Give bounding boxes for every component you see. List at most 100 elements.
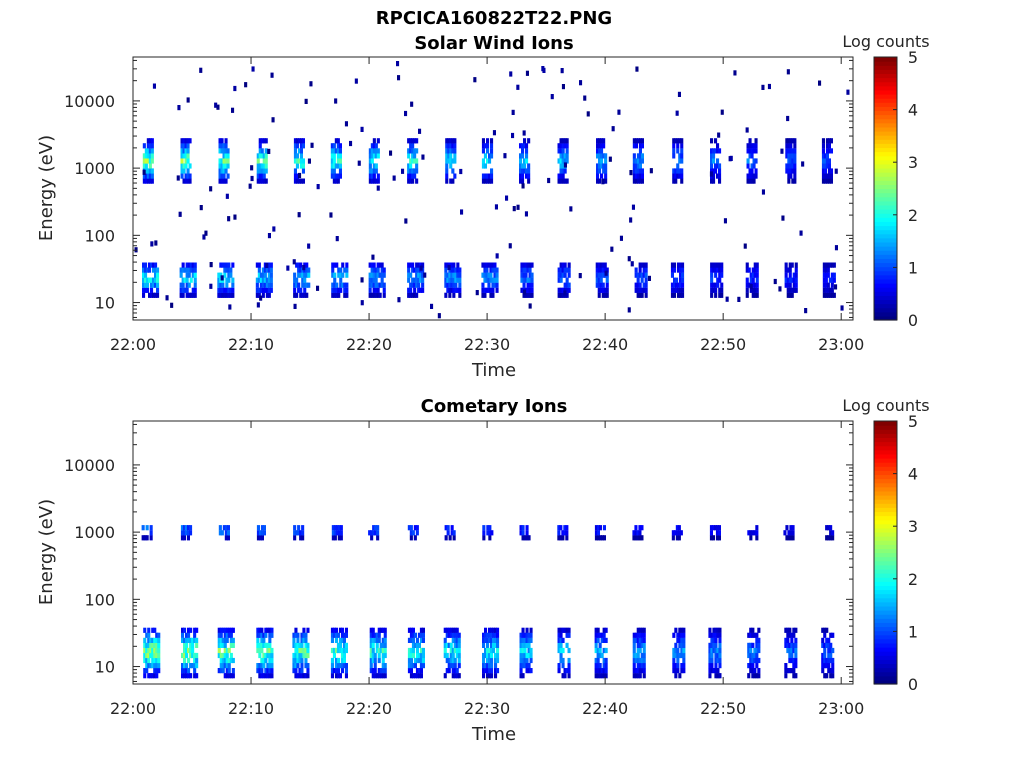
heatmap-cell <box>672 657 676 664</box>
heatmap-cell <box>265 267 269 273</box>
heatmap-cell <box>561 535 565 541</box>
heatmap-cell <box>142 277 146 283</box>
heatmap-cell <box>459 168 463 175</box>
heatmap-cell <box>217 637 221 643</box>
heatmap-cell <box>186 148 190 154</box>
heatmap-cell <box>638 143 642 149</box>
heatmap-cell <box>180 168 184 174</box>
heatmap-cell <box>259 282 263 288</box>
heatmap-cell <box>150 148 154 154</box>
heatmap-cell <box>749 530 753 536</box>
heatmap-cell <box>382 272 386 278</box>
heatmap-cell <box>785 148 789 154</box>
heatmap-cell <box>598 143 602 149</box>
heatmap-cell <box>636 627 640 633</box>
heatmap-cell <box>481 143 485 149</box>
heatmap-cell <box>677 530 681 536</box>
heatmap-cell <box>256 663 260 669</box>
heatmap-cell <box>753 673 757 679</box>
heatmap-cell <box>451 663 455 669</box>
heatmap-cell <box>222 158 226 164</box>
heatmap-cell <box>565 148 569 154</box>
heatmap-cell <box>342 632 346 638</box>
heatmap-cell <box>712 178 716 184</box>
heatmap-cell <box>227 668 231 674</box>
heatmap-cell <box>369 652 373 659</box>
heatmap-cell <box>413 663 417 669</box>
heatmap-cell <box>231 292 235 298</box>
heatmap-cell <box>604 173 608 179</box>
heatmap-cell <box>233 214 237 220</box>
heatmap-cell <box>259 287 263 293</box>
heatmap-cell <box>642 663 646 669</box>
heatmap-cell <box>827 652 831 659</box>
heatmap-cell <box>710 282 714 288</box>
heatmap-cell <box>419 265 423 271</box>
heatmap-cell <box>790 292 794 298</box>
heatmap-cell <box>821 153 825 159</box>
heatmap-cell <box>521 153 525 159</box>
heatmap-cell <box>786 277 790 283</box>
heatmap-cell <box>827 663 831 669</box>
heatmap-cell <box>595 262 599 268</box>
heatmap-cell <box>294 663 298 669</box>
heatmap-cell <box>145 647 149 654</box>
heatmap-cell <box>519 632 523 638</box>
heatmap-cell <box>674 673 678 679</box>
heatmap-cell <box>754 168 758 174</box>
colorbar-segment <box>874 237 897 243</box>
heatmap-cell <box>450 267 454 273</box>
heatmap-cell <box>368 168 372 174</box>
heatmap-cell <box>381 652 385 659</box>
heatmap-cell <box>272 226 276 232</box>
heatmap-cell <box>297 178 301 184</box>
heatmap-cell <box>146 178 150 184</box>
heatmap-cell <box>787 535 791 541</box>
colorbar-frame <box>873 56 898 321</box>
heatmap-cell <box>599 287 603 293</box>
heatmap-cell <box>407 168 411 174</box>
heatmap-cell <box>710 158 714 164</box>
heatmap-cell <box>485 277 489 283</box>
heatmap-cell <box>716 657 720 664</box>
heatmap-cell <box>188 173 192 179</box>
heatmap-cell <box>411 143 415 149</box>
heatmap-cell <box>454 267 458 273</box>
colorbar-segment <box>874 486 897 492</box>
heatmap-cell <box>565 530 569 536</box>
heatmap-cell <box>301 178 305 184</box>
heatmap-cell <box>638 287 642 293</box>
heatmap-cell <box>793 178 797 184</box>
heatmap-cell <box>638 158 642 164</box>
heatmap-cell <box>747 282 751 288</box>
heatmap-cell <box>457 642 461 648</box>
heatmap-cell <box>217 292 221 298</box>
heatmap-cell <box>413 267 417 273</box>
heatmap-cell <box>603 292 607 298</box>
heatmap-cell <box>265 292 269 298</box>
heatmap-cell <box>413 168 417 174</box>
heatmap-cell <box>219 637 223 643</box>
heatmap-cell <box>380 277 384 283</box>
heatmap-cell <box>449 642 453 648</box>
heatmap-cell <box>749 284 753 290</box>
heatmap-cell <box>489 267 493 273</box>
heatmap-cell <box>561 84 565 90</box>
heatmap-cell <box>344 668 348 674</box>
colorbar-segment <box>874 679 897 685</box>
heatmap-cell <box>596 525 600 531</box>
heatmap-cell <box>523 663 527 669</box>
heatmap-cell <box>594 525 598 531</box>
heatmap-cell <box>343 282 347 288</box>
heatmap-cell <box>567 267 571 273</box>
heatmap-cell <box>676 647 680 654</box>
heatmap-cell <box>180 525 184 531</box>
heatmap-cell <box>227 272 231 278</box>
heatmap-cell <box>448 282 452 288</box>
heatmap-cell <box>419 663 423 669</box>
heatmap-cell <box>413 158 417 164</box>
heatmap-cell <box>189 530 193 536</box>
heatmap-cell <box>632 163 636 169</box>
heatmap-cell <box>755 663 759 669</box>
heatmap-cell <box>757 673 761 679</box>
